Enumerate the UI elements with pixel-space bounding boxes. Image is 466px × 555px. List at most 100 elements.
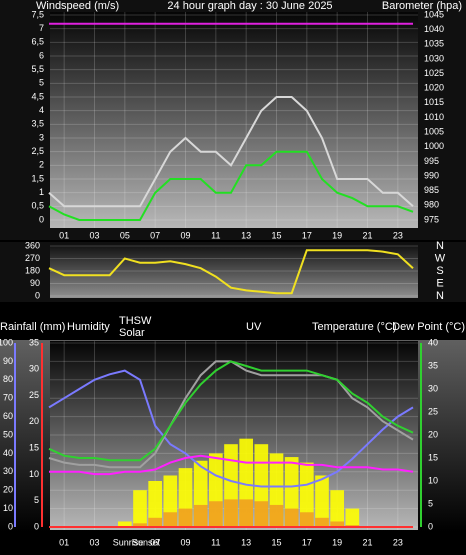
x-tick-label: 11 (211, 230, 220, 240)
y3-tick-label: 30 (29, 364, 39, 374)
y-tick-label: 6 (39, 50, 44, 60)
y-tick-label: 5 (39, 78, 44, 88)
y2-tick-label: 20 (428, 429, 438, 439)
y2-tick-label: 1015 (424, 97, 444, 107)
bar (300, 462, 314, 527)
y-tick-label: 4 (39, 105, 44, 115)
bar (163, 512, 178, 527)
y-tick-label: 0 (8, 521, 13, 531)
y-tick-label: 40 (3, 448, 13, 458)
y-tick-label: 20 (3, 485, 13, 495)
y2-tick-label: 1005 (424, 127, 444, 137)
x-tick-label: 09 (180, 230, 190, 240)
y3-tick-label: 0 (34, 521, 39, 531)
y2-tick-label: N (436, 290, 444, 302)
y-tick-label: 3 (39, 132, 44, 142)
y3-tick-label: 35 (29, 337, 39, 347)
y-tick-label: 270 (25, 253, 40, 263)
x-tick-label: 05 (120, 230, 130, 240)
bar (148, 481, 162, 527)
x-tick-label: 07 (150, 230, 160, 240)
x-tick-label: 19 (332, 230, 342, 240)
y2-tick-label: 0 (428, 521, 433, 531)
y2-tick-label: 985 (424, 185, 439, 195)
y3-tick-label: 25 (29, 390, 39, 400)
bar (284, 508, 299, 527)
y-tick-label: 1,5 (31, 173, 44, 183)
bar (269, 504, 284, 527)
legend-rain: Rainfall (mm) (0, 321, 65, 333)
y-tick-label: 5,5 (31, 64, 44, 74)
bar (330, 490, 344, 527)
y-tick-label: 7,5 (31, 9, 44, 19)
y-tick-label: 50 (3, 429, 13, 439)
y2-tick-label: N (436, 240, 444, 252)
y3-tick-label: 20 (29, 416, 39, 426)
bar (193, 504, 208, 527)
legend-humidity: Humidity (67, 321, 110, 333)
bar (345, 508, 360, 527)
bar (224, 499, 238, 527)
series-line (49, 454, 414, 476)
y3-tick-label: 15 (29, 443, 39, 453)
y-tick-label: 100 (0, 337, 13, 347)
annotation: Sunrise (113, 537, 144, 547)
y-tick-label: 0 (35, 290, 40, 300)
bar (239, 499, 253, 527)
y-tick-label: 2,5 (31, 146, 44, 156)
y2-tick-label: 975 (424, 214, 439, 224)
y3-tick-label: 10 (29, 469, 39, 479)
y3-tick-label: 5 (34, 495, 39, 505)
bar (133, 523, 147, 527)
annotation: Sunset (132, 537, 161, 547)
y-tick-label: 2 (39, 160, 44, 170)
bar (118, 521, 132, 527)
x-tick-label: 01 (59, 230, 69, 240)
y-tick-label: 180 (25, 265, 40, 275)
y-tick-label: 90 (3, 356, 13, 366)
x-tick-label: 07 (150, 537, 160, 547)
x-tick-label: 11 (211, 537, 220, 547)
bar (330, 521, 344, 527)
x-tick-label: 21 (362, 537, 372, 547)
legend-thsw: THSW (119, 315, 152, 327)
y-tick-label: 90 (30, 278, 40, 288)
y2-tick-label: 30 (428, 383, 438, 393)
x-tick-label: 03 (89, 537, 99, 547)
x-tick-label: 23 (393, 537, 403, 547)
x-tick-label: 09 (180, 537, 190, 547)
y-tick-label: 0 (39, 214, 44, 224)
y-tick-label: 1 (39, 187, 44, 197)
x-tick-label: 13 (241, 537, 251, 547)
y2-tick-label: S (436, 265, 443, 277)
y-tick-label: 70 (3, 393, 13, 403)
y2-tick-label: 1035 (424, 39, 444, 49)
y2-tick-label: 995 (424, 156, 439, 166)
y2-tick-label: 5 (428, 498, 433, 508)
y2-tick-label: 10 (428, 475, 438, 485)
y-tick-label: 10 (3, 503, 13, 513)
title: 24 hour graph day : 30 June 2025 (167, 0, 332, 12)
x-tick-label: 17 (302, 537, 312, 547)
x-tick-label: 01 (59, 537, 69, 547)
x-tick-label: 23 (393, 230, 403, 240)
y-tick-label: 80 (3, 374, 13, 384)
series-line (48, 369, 414, 488)
legend-temp: Temperature (°C) (312, 321, 396, 333)
y2-tick-label: 980 (424, 200, 439, 210)
series-line (48, 150, 414, 221)
x-tick-label: 21 (362, 230, 372, 240)
x-tick-label: 03 (89, 230, 99, 240)
y2-tick-label: 35 (428, 360, 438, 370)
x-tick-label: 19 (332, 537, 342, 547)
series-line (48, 249, 414, 295)
legend-solar: Solar (119, 327, 145, 339)
y2-tick-label: 40 (428, 337, 438, 347)
y2-tick-label: 1040 (424, 24, 444, 34)
bar (209, 501, 223, 527)
y2-tick-label: 990 (424, 170, 439, 180)
y-label: Windspeed (m/s) (36, 0, 119, 12)
series-line (48, 96, 414, 208)
y2-tick-label: 25 (428, 406, 438, 416)
